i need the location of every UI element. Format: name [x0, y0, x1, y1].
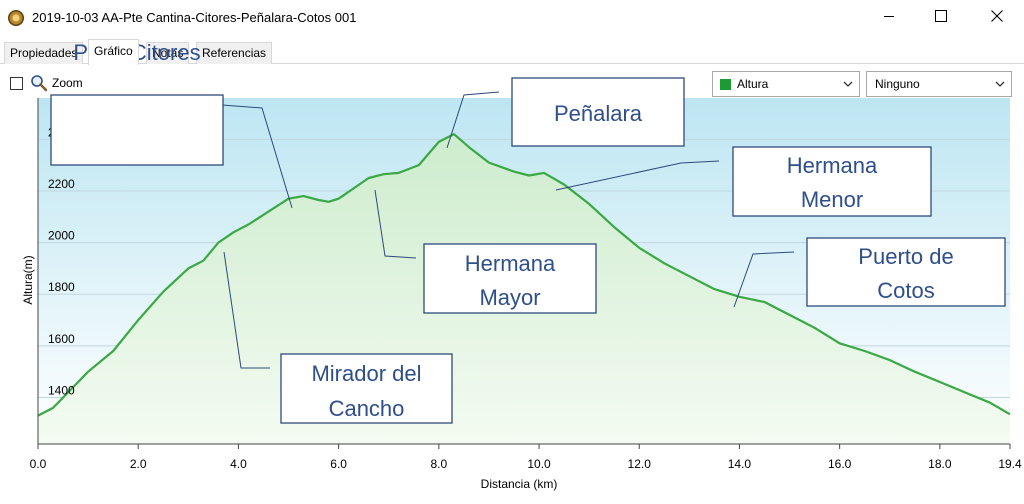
window-title: 2019-10-03 AA-Pte Cantina-Citores-Peñala… — [32, 10, 357, 25]
zoom-label: Zoom — [52, 76, 83, 90]
magnifier-icon — [31, 75, 48, 92]
callout-label: Hermana — [465, 251, 556, 276]
callout-label: Mayor — [479, 285, 540, 310]
tab-notas[interactable]: Notas — [146, 42, 190, 64]
maximize-button[interactable] — [918, 0, 964, 32]
x-tick-label: 6.0 — [330, 457, 347, 471]
callout-box: Mirador del Cancho — [280, 353, 453, 424]
callout-label: Peñalara — [554, 101, 643, 126]
x-tick-label: 16.0 — [828, 457, 852, 471]
callout-leader — [221, 104, 293, 209]
compare-select-value: Ninguno — [875, 77, 920, 91]
minimize-icon — [884, 16, 894, 17]
x-tick-label: 2.0 — [130, 457, 147, 471]
x-tick-label: 0.0 — [30, 457, 47, 471]
callout-label: Cancho — [329, 396, 405, 421]
callout-leaders — [221, 91, 795, 369]
tab-bar: Propiedades Gráfico Notas Referencias — [0, 36, 1024, 65]
x-axis-title: Distancia (km) — [481, 477, 558, 491]
x-tick-label: 10.0 — [527, 457, 551, 471]
y-tick-label: 1400 — [48, 384, 75, 398]
elevation-line — [37, 133, 1011, 417]
x-tick-label: 4.0 — [230, 457, 247, 471]
callout-label: Menor — [801, 187, 863, 212]
y-tick-label: 2200 — [48, 177, 75, 191]
y-tick-label: 2000 — [48, 229, 75, 243]
x-axis-ticks: 0.0 2.0 4.0 6.0 8.0 10.0 12.0 14.0 16.0 18.0 19.4 — [30, 444, 1022, 471]
tab-grafico[interactable]: Gráfico — [88, 39, 139, 65]
callout-leader — [446, 91, 500, 149]
callout-leader — [733, 251, 795, 308]
callout-box: Peñalara — [511, 77, 685, 147]
callout-label: Cotos — [877, 278, 934, 303]
x-tick-label: 19.4 — [998, 457, 1022, 471]
callout-box: Puerto de Cotos — [806, 237, 1006, 307]
x-tick-label: 18.0 — [928, 457, 952, 471]
series-select[interactable]: Altura — [712, 71, 860, 97]
y-axis-title: Altura(m) — [21, 255, 35, 304]
callout-box: Hermana Mayor — [423, 243, 597, 314]
callout-label: Mirador del — [311, 361, 421, 386]
minimize-button[interactable] — [866, 0, 912, 32]
chevron-down-icon — [843, 81, 853, 87]
x-tick-label: 8.0 — [430, 457, 447, 471]
app-logo-icon — [8, 10, 24, 26]
close-button[interactable] — [974, 0, 1020, 32]
compare-select[interactable]: Ninguno — [866, 71, 1012, 97]
tab-propiedades[interactable]: Propiedades — [4, 42, 84, 64]
callouts: Peña CitoresPeñalaraHermanaMenorHermanaM… — [50, 40, 1006, 424]
y-tick-label: 1800 — [48, 280, 75, 294]
callout-label: Hermana — [787, 153, 878, 178]
zoom-checkbox[interactable] — [10, 77, 23, 90]
series-select-value: Altura — [737, 77, 769, 91]
chevron-down-icon — [995, 81, 1005, 87]
x-tick-label: 14.0 — [728, 457, 752, 471]
callout-box: Hermana Menor — [732, 146, 932, 217]
tab-referencias[interactable]: Referencias — [196, 42, 273, 64]
maximize-icon — [935, 10, 947, 22]
series-color-swatch — [720, 79, 731, 90]
callout-leader — [374, 189, 417, 259]
close-icon — [991, 10, 1003, 22]
y-tick-label: 1600 — [48, 332, 75, 346]
x-tick-label: 12.0 — [628, 457, 652, 471]
callout-leader — [555, 160, 720, 191]
callout-label: Puerto de — [858, 244, 953, 269]
callout-leader — [223, 251, 270, 369]
title-bar: 2019-10-03 AA-Pte Cantina-Citores-Peñala… — [0, 0, 1024, 36]
